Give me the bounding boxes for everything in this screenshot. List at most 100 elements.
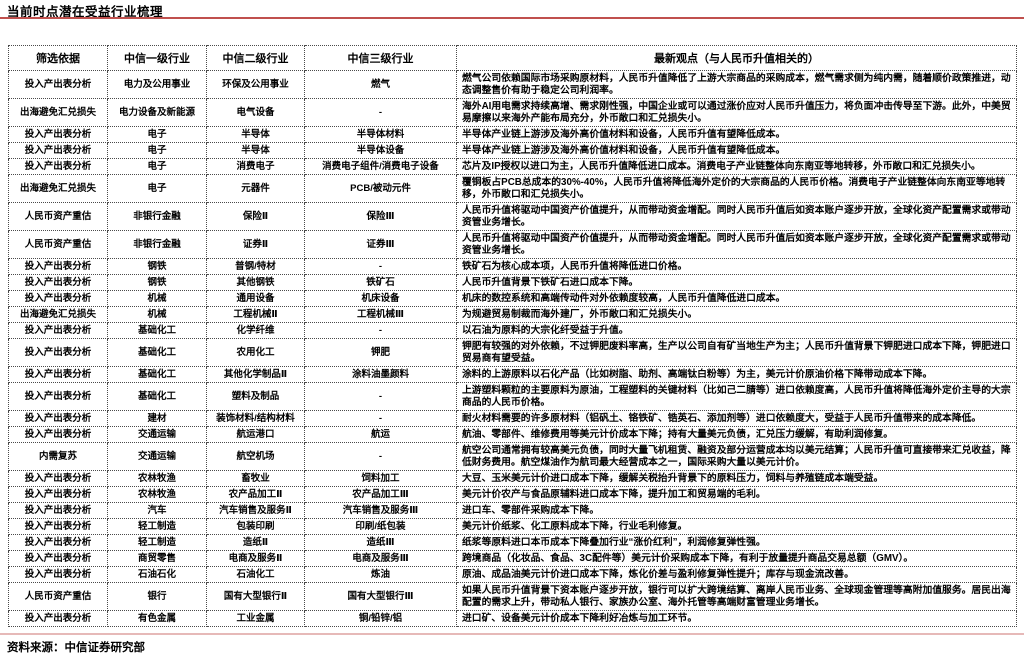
latest-view-cell: 覆铜板占PCB总成本的30%-40%，人民币升值将降低海外定价的大宗商品的人民币… xyxy=(456,174,1017,203)
industry-cell: 内需复苏 xyxy=(8,442,108,471)
industry-cell: 投入产出表分析 xyxy=(8,158,108,175)
table-row: 内需复苏 交通运输 航空机场 - 航空公司通常拥有较高美元负债，同时大量飞机租赁、融资及… xyxy=(8,442,1017,471)
industry-cell: 元器件 xyxy=(206,174,305,203)
latest-view-cell: 钾肥有较强的对外依赖，不过钾肥废料率高，生产以公司自有矿当地生产为主；人民币升值… xyxy=(456,338,1017,367)
industry-cell: 航运 xyxy=(304,426,457,443)
table-row: 投入产出表分析 基础化工 农用化工 钾肥 钾肥有较强的对外依赖，不过钾肥废料率高，生产以… xyxy=(8,338,1017,367)
industry-cell: 电子 xyxy=(107,158,207,175)
table-row: 投入产出表分析 建材 装饰材料/结构材料 - 耐火材料需要的许多原材料（铝矾土、铬铁矿、… xyxy=(8,410,1017,427)
industry-cell: 农林牧渔 xyxy=(107,470,207,487)
industry-cell: 农用化工 xyxy=(206,338,305,367)
latest-view-cell: 进口车、零部件采购成本下降。 xyxy=(456,502,1017,519)
table-row: 人民币资产重估 银行 国有大型银行Ⅱ 国有大型银行Ⅲ 如果人民币升值背景下资本账户逐步开… xyxy=(8,582,1017,611)
table-row: 投入产出表分析 商贸零售 电商及服务Ⅱ 电商及服务Ⅲ 跨境商品（化妆品、食品、3C配件等… xyxy=(8,550,1017,567)
industry-cell: 造纸Ⅱ xyxy=(206,534,305,551)
table-row: 投入产出表分析 钢铁 其他钢铁 铁矿石 人民币升值背景下铁矿石进口成本下降。 xyxy=(8,274,1017,291)
industry-cell: 基础化工 xyxy=(107,322,207,339)
latest-view-cell: 涂料的上游原料以石化产品（比如树脂、助剂、高端钛白粉等）为主，美元计价原油价格下… xyxy=(456,366,1017,383)
industry-cell: 投入产出表分析 xyxy=(8,322,108,339)
industry-cell: PCB/被动元件 xyxy=(304,174,457,203)
latest-view-cell: 跨境商品（化妆品、食品、3C配件等）美元计价采购成本下降，有利于放量提升商品交易… xyxy=(456,550,1017,567)
industry-cell: 基础化工 xyxy=(107,366,207,383)
column-header-citic-level1: 中信一级行业 xyxy=(107,45,207,71)
table-row: 出海避免汇兑损失 机械 工程机械Ⅱ 工程机械Ⅲ 为规避贸易制裁而海外建厂，外币敞口和汇兑… xyxy=(8,306,1017,323)
industry-cell: 轻工制造 xyxy=(107,534,207,551)
industry-cell: 电气设备 xyxy=(206,98,305,127)
industry-cell: 环保及公用事业 xyxy=(206,70,305,99)
industry-cell: 炼油 xyxy=(304,566,457,583)
table-row: 投入产出表分析 电子 半导体 半导体材料 半导体产业链上游涉及海外高价值材料和设备，人民… xyxy=(8,126,1017,143)
table-row: 人民币资产重估 非银行金融 证券Ⅱ 证券Ⅲ 人民币升值将驱动中国资产价值提升，从而带动资… xyxy=(8,230,1017,259)
industry-cell: 出海避免汇兑损失 xyxy=(8,98,108,127)
industry-cell: 石油化工 xyxy=(206,566,305,583)
table-row: 投入产出表分析 轻工制造 包装印刷 印刷/纸包装 美元计价纸浆、化工原料成本下降，行业毛… xyxy=(8,518,1017,535)
latest-view-cell: 人民币升值将驱动中国资产价值提升，从而带动资金增配。同时人民币升值后如资本账户逐… xyxy=(456,202,1017,231)
industry-cell: 投入产出表分析 xyxy=(8,426,108,443)
latest-view-cell: 上游塑料颗粒的主要原料为原油，工程塑料的关键材料（比如己二腈等）进口依赖度高，人… xyxy=(456,382,1017,411)
industry-cell: - xyxy=(304,442,457,471)
table-row: 投入产出表分析 轻工制造 造纸Ⅱ 造纸Ⅲ 纸浆等原料进口本币成本下降叠加行业“涨价红利”… xyxy=(8,534,1017,551)
industry-cell: 投入产出表分析 xyxy=(8,382,108,411)
industry-cell: 有色金属 xyxy=(107,610,207,627)
latest-view-cell: 为规避贸易制裁而海外建厂，外币敞口和汇兑损失小。 xyxy=(456,306,1017,323)
industry-cell: 半导体设备 xyxy=(304,142,457,159)
industry-cell: 投入产出表分析 xyxy=(8,486,108,503)
industry-cell: 投入产出表分析 xyxy=(8,274,108,291)
industry-cell: 投入产出表分析 xyxy=(8,142,108,159)
latest-view-cell: 燃气公司依赖国际市场采购原材料，人民币升值降低了上游大宗商品的采购成本，燃气需求… xyxy=(456,70,1017,99)
industry-cell: 半导体 xyxy=(206,142,305,159)
table-row: 投入产出表分析 汽车 汽车销售及服务Ⅱ 汽车销售及服务Ⅲ 进口车、零部件采购成本下降。 xyxy=(8,502,1017,519)
industry-cell: 投入产出表分析 xyxy=(8,258,108,275)
industry-cell: 畜牧业 xyxy=(206,470,305,487)
industry-cell: 投入产出表分析 xyxy=(8,410,108,427)
industry-cell: 电力及公用事业 xyxy=(107,70,207,99)
industry-cell: 轻工制造 xyxy=(107,518,207,535)
industry-cell: 电子 xyxy=(107,126,207,143)
latest-view-cell: 航油、零部件、维修费用等美元计价成本下降；持有大量美元负债，汇兑压力缓解，有助利… xyxy=(456,426,1017,443)
table-row: 投入产出表分析 钢铁 普钢/特材 - 铁矿石为核心成本项，人民币升值将降低进口价格。 xyxy=(8,258,1017,275)
industry-cell: 电子 xyxy=(107,174,207,203)
industry-cell: 基础化工 xyxy=(107,338,207,367)
industry-cell: 消费电子组件/消费电子设备 xyxy=(304,158,457,175)
latest-view-cell: 美元计价纸浆、化工原料成本下降，行业毛利修复。 xyxy=(456,518,1017,535)
industry-cell: 燃气 xyxy=(304,70,457,99)
industry-cell: 机械 xyxy=(107,306,207,323)
column-header-screening-basis: 筛选依据 xyxy=(8,45,108,71)
industry-cell: 建材 xyxy=(107,410,207,427)
table-row: 投入产出表分析 电子 消费电子 消费电子组件/消费电子设备 芯片及IP授权以进口为主，人… xyxy=(8,158,1017,175)
latest-view-cell: 如果人民币升值背景下资本账户逐步开放，银行可以扩大跨境结算、离岸人民币业务、全球… xyxy=(456,582,1017,611)
latest-view-cell: 海外AI用电需求持续高增、需求刚性强，中国企业或可以通过涨价应对人民币升值压力，… xyxy=(456,98,1017,127)
industry-cell: 铜/铅锌/铝 xyxy=(304,610,457,627)
industry-cell: 电力设备及新能源 xyxy=(107,98,207,127)
industry-cell: 汽车销售及服务Ⅲ xyxy=(304,502,457,519)
latest-view-cell: 耐火材料需要的许多原材料（铝矾土、铬铁矿、锆英石、添加剂等）进口依赖度大，受益于… xyxy=(456,410,1017,427)
latest-view-cell: 以石油为原料的大宗化纤受益于升值。 xyxy=(456,322,1017,339)
industry-cell: 半导体 xyxy=(206,126,305,143)
industry-cell: 工程机械Ⅲ xyxy=(304,306,457,323)
industry-cell: 投入产出表分析 xyxy=(8,566,108,583)
table-row: 投入产出表分析 基础化工 塑料及制品 - 上游塑料颗粒的主要原料为原油，工程塑料的关键材… xyxy=(8,382,1017,411)
latest-view-cell: 芯片及IP授权以进口为主，人民币升值降低进口成本。消费电子产业链整体向东南亚等地… xyxy=(456,158,1017,175)
industry-cell: 装饰材料/结构材料 xyxy=(206,410,305,427)
industry-cell: 人民币资产重估 xyxy=(8,582,108,611)
table-row: 投入产出表分析 农林牧渔 农产品加工Ⅱ 农产品加工Ⅲ 美元计价农产与食品原辅料进口成本下… xyxy=(8,486,1017,503)
latest-view-cell: 进口矿、设备美元计价成本下降利好冶炼与加工环节。 xyxy=(456,610,1017,627)
industry-cell: 出海避免汇兑损失 xyxy=(8,306,108,323)
table-row: 投入产出表分析 电子 半导体 半导体设备 半导体产业链上游涉及海外高价值材料和设备，人民… xyxy=(8,142,1017,159)
industry-cell: 农产品加工Ⅱ xyxy=(206,486,305,503)
column-header-latest-view: 最新观点（与人民币升值相关的） xyxy=(456,45,1017,71)
column-header-citic-level3: 中信三级行业 xyxy=(304,45,457,71)
industry-cell: 保险Ⅲ xyxy=(304,202,457,231)
latest-view-cell: 原油、成品油美元计价进口成本下降，炼化价差与盈利修复弹性提升；库存与现金流改善。 xyxy=(456,566,1017,583)
industry-cell: 涂料油墨颜料 xyxy=(304,366,457,383)
industry-cell: - xyxy=(304,98,457,127)
industry-cell: 投入产出表分析 xyxy=(8,502,108,519)
column-header-citic-level2: 中信二级行业 xyxy=(206,45,305,71)
industry-cell: 非银行金融 xyxy=(107,202,207,231)
industry-cell: 航运港口 xyxy=(206,426,305,443)
industry-cell: 国有大型银行Ⅱ xyxy=(206,582,305,611)
industry-cell: 投入产出表分析 xyxy=(8,534,108,551)
industry-cell: 钢铁 xyxy=(107,274,207,291)
industry-cell: 证券Ⅱ xyxy=(206,230,305,259)
industry-cell: 投入产出表分析 xyxy=(8,338,108,367)
